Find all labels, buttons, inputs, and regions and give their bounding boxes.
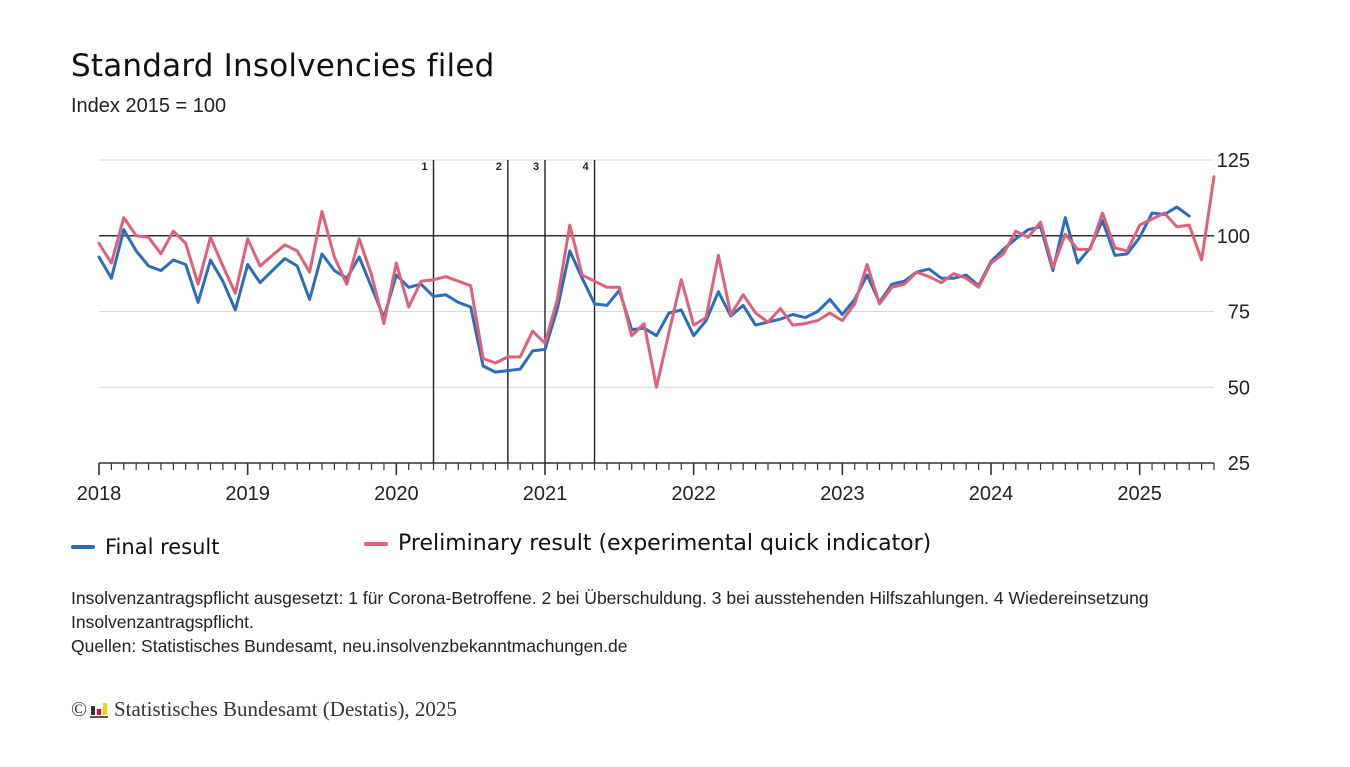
legend-swatch-preliminary bbox=[364, 541, 388, 546]
series-layer bbox=[97, 175, 1216, 389]
event-label-4: 4 bbox=[582, 161, 589, 173]
chart-legend: Final result Preliminary result (experim… bbox=[0, 531, 1350, 565]
event-label-2: 2 bbox=[496, 161, 502, 173]
y-axis: 25 50 75 100 125 bbox=[1217, 150, 1250, 475]
y-tick-label: 75 bbox=[1228, 302, 1250, 324]
x-tick-label: 2019 bbox=[225, 483, 270, 505]
legend-label-preliminary: Preliminary result (experimental quick i… bbox=[398, 531, 932, 556]
chart-note: Insolvenzantragspflicht ausgesetzt: 1 fü… bbox=[71, 586, 1251, 658]
line-chart: 1 2 3 4 2018 2019 2020 2021 2022 2023 2024 2025 25… bbox=[77, 150, 1250, 505]
x-tick-label: 2022 bbox=[671, 483, 716, 505]
chart-title: Standard Insolvencies filed bbox=[71, 48, 495, 84]
copyright-text: Statistisches Bundesamt (Destatis), 2025 bbox=[113, 697, 457, 721]
note-suspension: Insolvenzantragspflicht ausgesetzt: 1 fü… bbox=[71, 588, 1149, 632]
legend-swatch-final bbox=[71, 545, 95, 549]
x-tick-label: 2023 bbox=[820, 483, 865, 505]
note-sources: Quellen: Statistisches Bundesamt, neu.in… bbox=[71, 636, 628, 656]
copyright-footer: © Statistisches Bundesamt (Destatis), 20… bbox=[71, 697, 457, 722]
event-label-3: 3 bbox=[533, 161, 539, 173]
series-line-final bbox=[97, 205, 1191, 374]
y-tick-label: 25 bbox=[1228, 453, 1250, 475]
y-tick-label: 100 bbox=[1217, 226, 1250, 248]
x-axis: 2018 2019 2020 2021 2022 2023 2024 2025 bbox=[77, 462, 1215, 505]
x-tick-label: 2024 bbox=[969, 483, 1014, 505]
y-tick-label: 50 bbox=[1228, 377, 1250, 399]
event-markers: 1 2 3 4 bbox=[421, 160, 596, 463]
series-line-preliminary bbox=[97, 175, 1216, 389]
x-tick-label: 2020 bbox=[374, 483, 419, 505]
legend-item-preliminary[interactable]: Preliminary result (experimental quick i… bbox=[364, 531, 931, 556]
x-tick-label: 2025 bbox=[1117, 483, 1162, 505]
destatis-logo-icon bbox=[89, 701, 108, 718]
chart-subtitle: Index 2015 = 100 bbox=[71, 95, 227, 117]
legend-label-final: Final result bbox=[105, 535, 220, 559]
event-label-1: 1 bbox=[421, 161, 427, 173]
y-tick-label: 125 bbox=[1217, 150, 1250, 172]
grid-layer bbox=[99, 159, 1214, 388]
copyright-symbol: © bbox=[71, 697, 87, 721]
legend-item-final[interactable]: Final result bbox=[71, 535, 220, 559]
x-tick-label: 2018 bbox=[77, 483, 122, 505]
x-tick-label: 2021 bbox=[523, 483, 568, 505]
